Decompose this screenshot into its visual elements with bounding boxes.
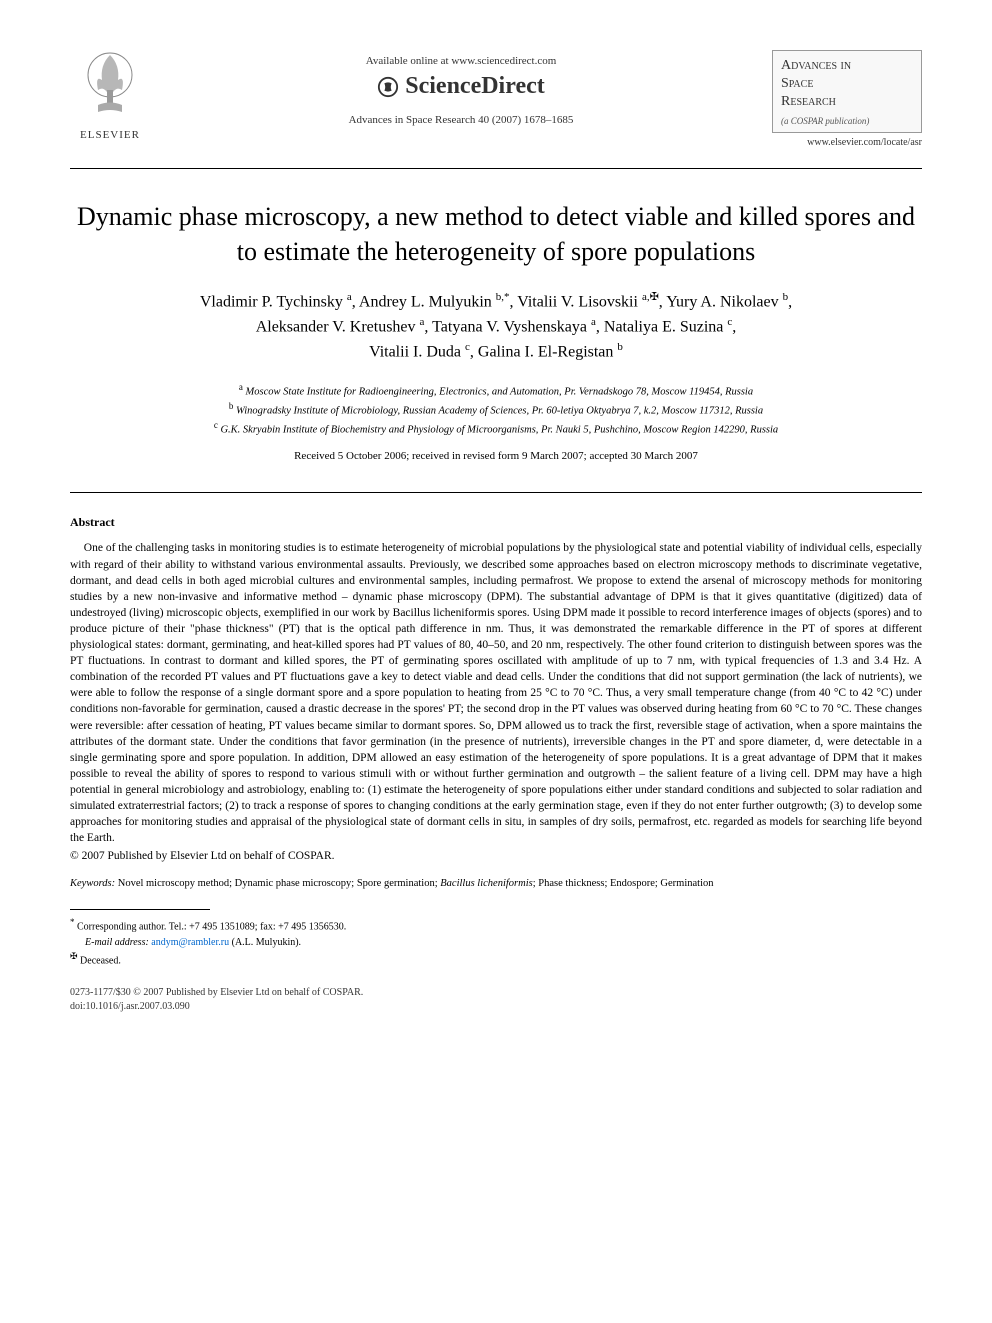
abstract-body: One of the challenging tasks in monitori… <box>70 540 922 846</box>
journal-name-l3: Research <box>781 93 913 111</box>
keywords-block: Keywords: Novel microscopy method; Dynam… <box>70 878 922 889</box>
sciencedirect-text: ScienceDirect <box>405 73 545 100</box>
footnotes: * Corresponding author. Tel.: +7 495 135… <box>70 916 922 968</box>
affiliation-c: c G.K. Skryabin Institute of Biochemistr… <box>70 419 922 438</box>
keywords-text: Novel microscopy method; Dynamic phase m… <box>118 878 714 889</box>
divider-mid <box>70 492 922 493</box>
available-online-text: Available online at www.sciencedirect.co… <box>150 55 772 67</box>
footnote-corresponding: * Corresponding author. Tel.: +7 495 135… <box>70 916 922 934</box>
footnote-divider <box>70 909 210 910</box>
affiliation-a: a Moscow State Institute for Radioengine… <box>70 381 922 400</box>
journal-name-l1: Advances in <box>781 57 913 75</box>
authors-block: Vladimir P. Tychinsky a, Andrey L. Mulyu… <box>70 289 922 365</box>
article-title: Dynamic phase microscopy, a new method t… <box>70 199 922 269</box>
divider-top <box>70 168 922 169</box>
authors-line1: Vladimir P. Tychinsky a, Andrey L. Mulyu… <box>70 289 922 314</box>
email-author: (A.L. Mulyukin). <box>232 937 301 948</box>
affiliations: a Moscow State Institute for Radioengine… <box>70 381 922 439</box>
sciencedirect-logo: ScienceDirect <box>150 73 772 100</box>
journal-title-box: Advances in Space Research <box>781 57 913 112</box>
elsevier-tree-icon <box>80 50 140 120</box>
bottom-info: 0273-1177/$30 © 2007 Published by Elsevi… <box>70 986 922 1014</box>
center-header: Available online at www.sciencedirect.co… <box>150 50 772 126</box>
affiliation-b: b Winogradsky Institute of Microbiology,… <box>70 400 922 419</box>
header-row: ELSEVIER Available online at www.science… <box>70 50 922 148</box>
journal-reference: Advances in Space Research 40 (2007) 167… <box>150 114 772 126</box>
journal-url: www.elsevier.com/locate/asr <box>772 137 922 148</box>
cospar-subtitle: (a COSPAR publication) <box>781 116 913 126</box>
copyright-line: © 2007 Published by Elsevier Ltd on beha… <box>70 850 922 862</box>
abstract-heading: Abstract <box>70 515 922 530</box>
authors-line3: Vitalii I. Duda c, Galina I. El-Registan… <box>70 339 922 364</box>
doi-line: doi:10.1016/j.asr.2007.03.090 <box>70 1000 922 1014</box>
authors-line2: Aleksander V. Kretushev a, Tatyana V. Vy… <box>70 314 922 339</box>
journal-box-wrapper: Advances in Space Research (a COSPAR pub… <box>772 50 922 148</box>
keywords-label: Keywords: <box>70 878 115 889</box>
email-link[interactable]: andym@rambler.ru <box>151 937 229 948</box>
publisher-name: ELSEVIER <box>70 129 150 141</box>
journal-name-l2: Space <box>781 75 913 93</box>
elsevier-logo: ELSEVIER <box>70 50 150 141</box>
sciencedirect-icon <box>377 76 399 98</box>
footnote-deceased: ✠ Deceased. <box>70 950 922 968</box>
footnote-email: E-mail address: andym@rambler.ru (A.L. M… <box>70 935 922 950</box>
journal-box: Advances in Space Research (a COSPAR pub… <box>772 50 922 133</box>
issn-line: 0273-1177/$30 © 2007 Published by Elsevi… <box>70 986 922 1000</box>
email-label: E-mail address: <box>85 937 149 948</box>
article-dates: Received 5 October 2006; received in rev… <box>70 450 922 462</box>
